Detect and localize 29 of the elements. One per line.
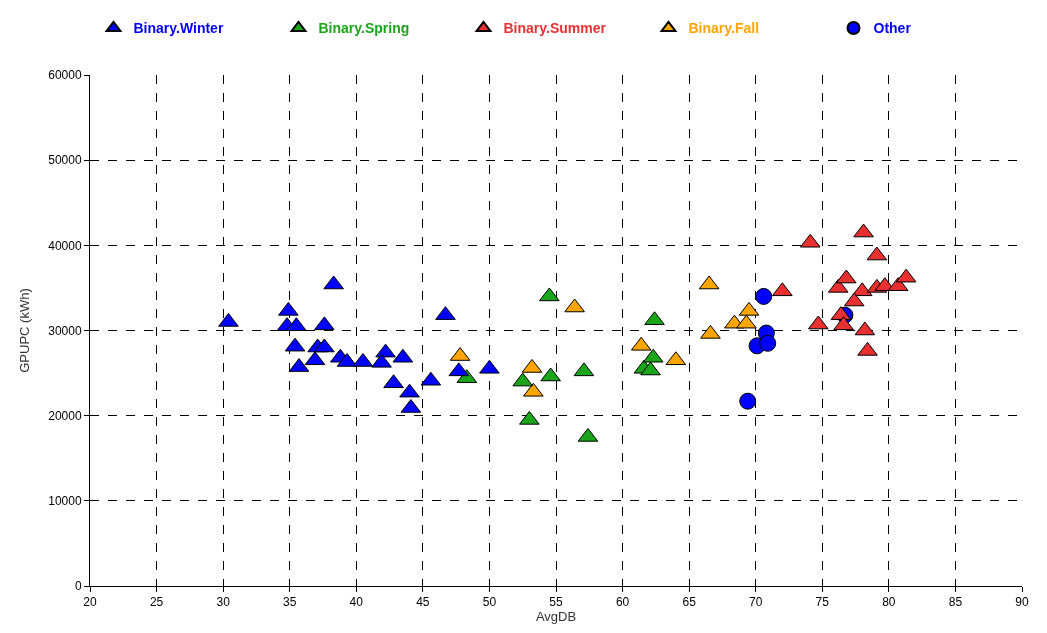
y-tick-label: 50000 xyxy=(48,153,82,168)
x-tick-label: 85 xyxy=(948,595,963,610)
legend-label: Binary.Spring xyxy=(318,20,410,37)
x-tick-label: 90 xyxy=(1015,595,1029,610)
y-tick-label: 10000 xyxy=(48,494,82,509)
y-axis-title: GPUPC (kWh) xyxy=(17,288,33,373)
x-tick-label: 65 xyxy=(682,595,697,610)
x-tick-label: 50 xyxy=(482,595,497,610)
x-tick-label: 45 xyxy=(416,595,430,610)
legend-label: Other xyxy=(873,20,912,37)
x-tick-label: 20 xyxy=(83,595,97,610)
legend-label: Binary.Winter xyxy=(133,20,224,37)
y-tick-label: 60000 xyxy=(48,68,82,83)
x-tick-label: 25 xyxy=(149,595,164,610)
y-tick-label: 0 xyxy=(74,579,82,594)
x-axis-title: AvgDB xyxy=(535,609,577,625)
x-tick-label: 35 xyxy=(283,595,297,610)
x-tick-label: 40 xyxy=(349,595,364,610)
x-tick-label: 70 xyxy=(749,595,763,610)
y-tick-label: 30000 xyxy=(48,323,82,338)
x-tick-label: 30 xyxy=(216,595,231,610)
x-tick-label: 55 xyxy=(549,595,563,610)
x-tick-label: 60 xyxy=(615,595,630,610)
y-tick-label: 40000 xyxy=(48,238,82,253)
legend-label: Binary.Summer xyxy=(503,20,607,37)
x-tick-label: 80 xyxy=(882,595,896,610)
y-tick-label: 20000 xyxy=(48,408,82,423)
legend-label: Binary.Fall xyxy=(688,20,760,37)
x-tick-label: 75 xyxy=(815,595,830,610)
